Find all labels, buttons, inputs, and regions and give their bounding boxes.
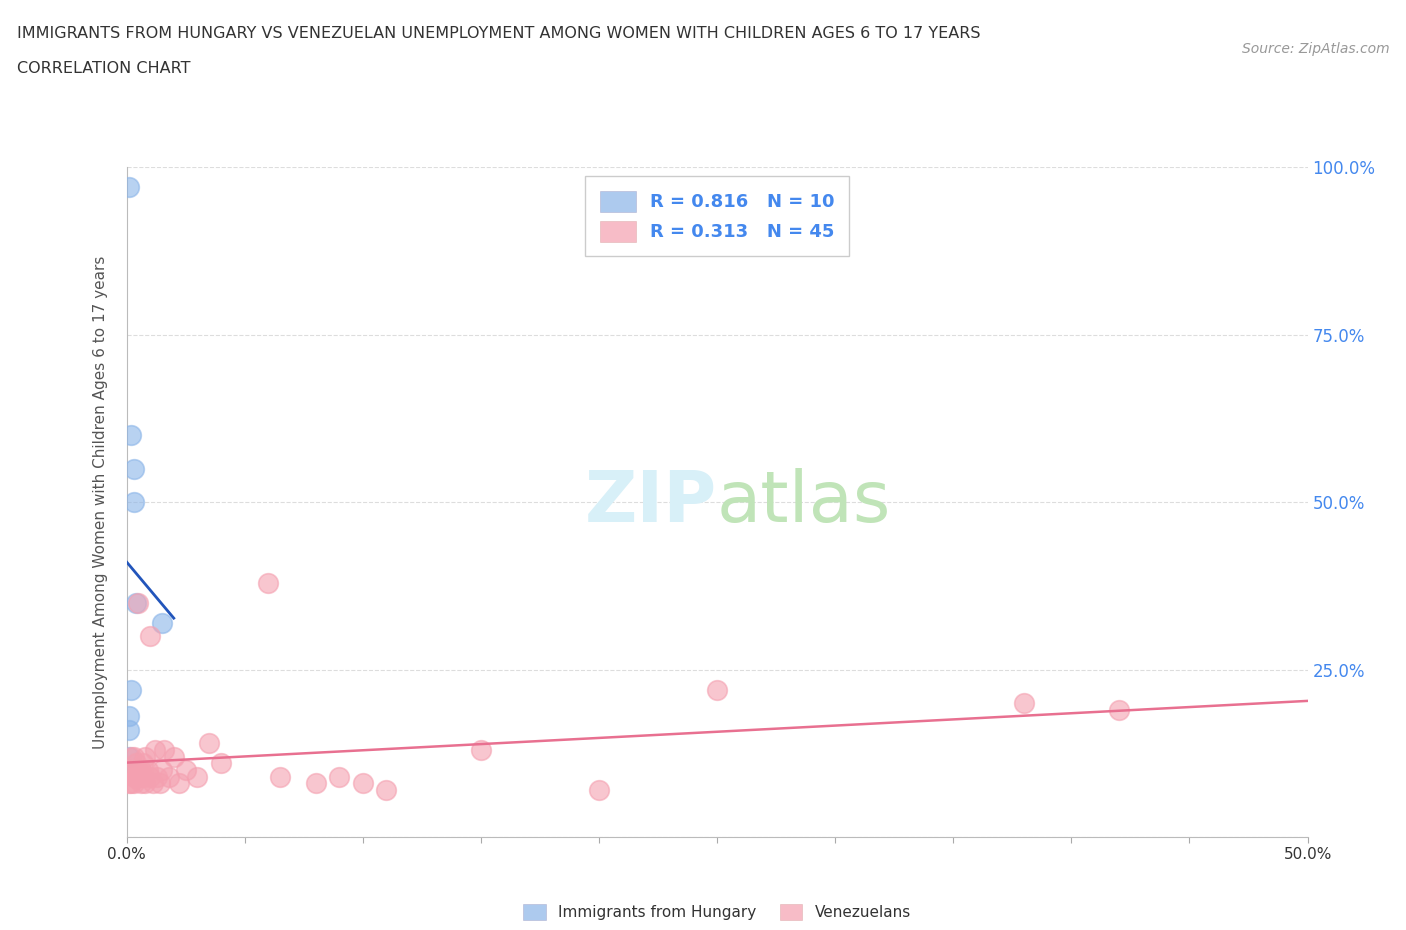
Text: CORRELATION CHART: CORRELATION CHART <box>17 61 190 76</box>
Point <box>125 756 148 771</box>
Point <box>1108 702 1130 717</box>
Text: atlas: atlas <box>717 468 891 537</box>
Point <box>1012 696 1035 711</box>
Point <box>143 742 166 757</box>
Text: IMMIGRANTS FROM HUNGARY VS VENEZUELAN UNEMPLOYMENT AMONG WOMEN WITH CHILDREN AGE: IMMIGRANTS FROM HUNGARY VS VENEZUELAN UN… <box>17 26 980 41</box>
Point <box>209 756 232 771</box>
Point <box>139 769 162 784</box>
Point <box>125 769 148 784</box>
Point <box>118 709 141 724</box>
Point <box>127 763 149 777</box>
Point <box>470 742 492 757</box>
Point <box>174 763 197 777</box>
Point <box>328 769 350 784</box>
Point <box>125 595 148 610</box>
Point <box>141 776 163 790</box>
Point <box>186 769 208 784</box>
Point <box>118 776 141 790</box>
Point <box>198 736 221 751</box>
Point <box>150 616 173 631</box>
Point <box>139 629 162 644</box>
Text: Source: ZipAtlas.com: Source: ZipAtlas.com <box>1241 42 1389 56</box>
Point <box>122 769 145 784</box>
Point <box>163 750 186 764</box>
Point <box>304 776 326 790</box>
Point <box>136 763 159 777</box>
Point <box>257 575 280 590</box>
Point <box>118 763 141 777</box>
Point <box>157 769 180 784</box>
Point <box>118 750 141 764</box>
Legend: R = 0.816   N = 10, R = 0.313   N = 45: R = 0.816 N = 10, R = 0.313 N = 45 <box>585 177 849 256</box>
Point <box>122 461 145 476</box>
Point <box>375 783 398 798</box>
Point <box>127 769 149 784</box>
Point <box>149 776 172 790</box>
Point <box>150 763 173 777</box>
Text: ZIP: ZIP <box>585 468 717 537</box>
Point <box>122 750 145 764</box>
Point <box>706 683 728 698</box>
Y-axis label: Unemployment Among Women with Children Ages 6 to 17 years: Unemployment Among Women with Children A… <box>93 256 108 749</box>
Point <box>134 776 156 790</box>
Point <box>127 595 149 610</box>
Point <box>153 742 176 757</box>
Point <box>588 783 610 798</box>
Point <box>129 763 152 777</box>
Point <box>352 776 374 790</box>
Point <box>146 769 169 784</box>
Point <box>129 776 152 790</box>
Point <box>167 776 190 790</box>
Point <box>132 769 155 784</box>
Point <box>120 683 142 698</box>
Point <box>122 776 145 790</box>
Point <box>118 180 141 195</box>
Point <box>122 495 145 510</box>
Point <box>120 428 142 443</box>
Point <box>269 769 291 784</box>
Point <box>134 750 156 764</box>
Point <box>132 756 155 771</box>
Point <box>120 750 142 764</box>
Point <box>120 776 142 790</box>
Point <box>118 723 141 737</box>
